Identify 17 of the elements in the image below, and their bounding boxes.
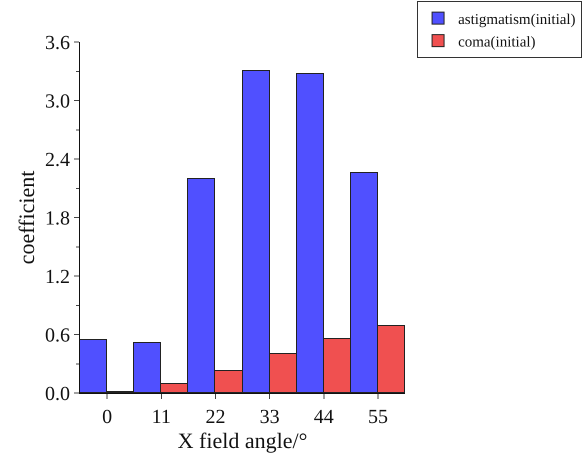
y-tick-label: 0.6 <box>45 324 70 346</box>
legend-label: coma(initial) <box>458 34 536 51</box>
y-tick-label: 0.0 <box>45 383 70 405</box>
x-axis-title: X field angle/° <box>178 428 308 453</box>
legend-label: astigmatism(initial) <box>458 12 576 28</box>
x-tick-label: 55 <box>368 406 388 428</box>
y-tick-label: 2.4 <box>45 149 70 171</box>
y-tick-label: 1.8 <box>45 208 70 230</box>
x-tick-label: 0 <box>102 406 112 428</box>
y-tick-label: 1.2 <box>45 266 70 288</box>
x-tick-label: 33 <box>260 406 280 428</box>
y-axis-title: coefficient <box>14 170 39 264</box>
y-tick-label: 3.0 <box>45 90 70 112</box>
y-tick-label: 3.6 <box>45 32 70 54</box>
x-tick-label: 22 <box>205 406 226 428</box>
x-tick-label: 44 <box>314 406 334 428</box>
x-tick-label: 11 <box>152 406 171 428</box>
